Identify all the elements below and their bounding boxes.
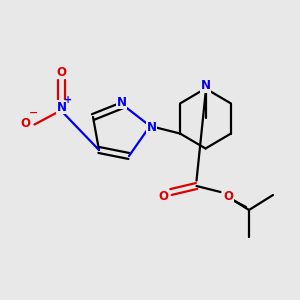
Text: N: N: [116, 95, 127, 109]
Text: N: N: [56, 101, 67, 114]
Text: N: N: [200, 79, 211, 92]
Text: −: −: [29, 108, 38, 118]
Text: O: O: [158, 190, 169, 203]
Text: O: O: [20, 116, 31, 130]
Text: O: O: [223, 190, 233, 203]
Text: +: +: [64, 94, 72, 105]
Text: N: N: [146, 121, 157, 134]
Text: O: O: [56, 65, 67, 79]
